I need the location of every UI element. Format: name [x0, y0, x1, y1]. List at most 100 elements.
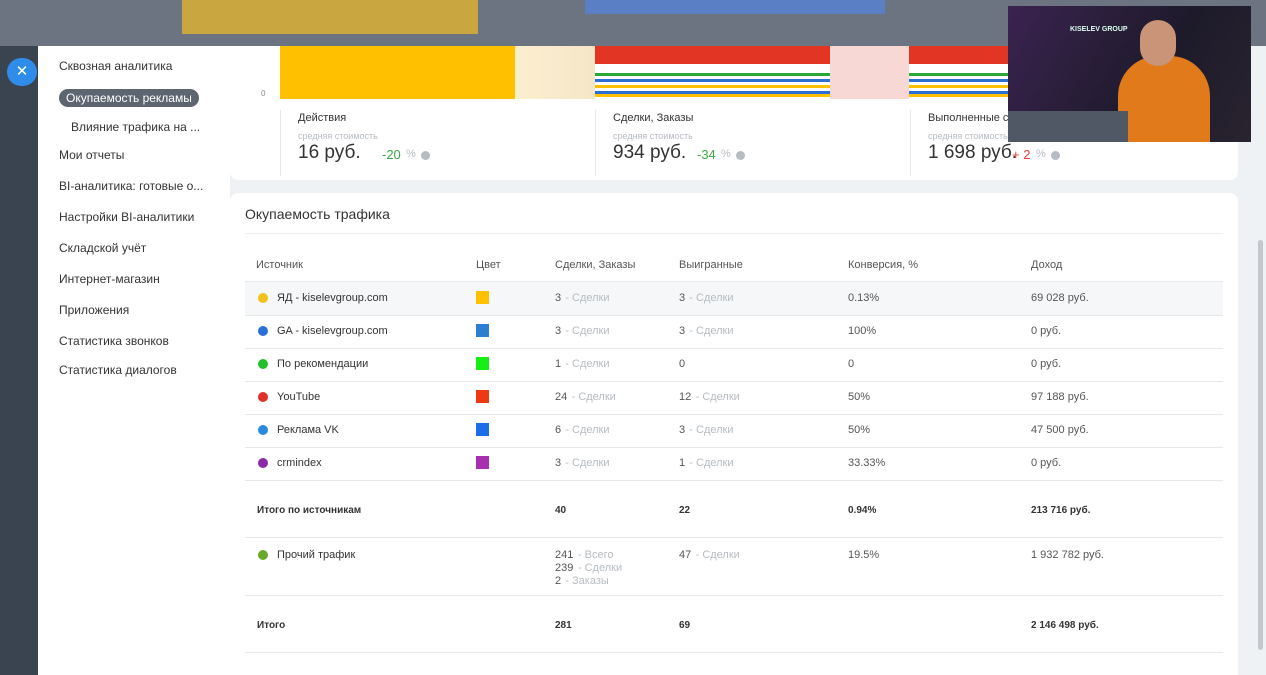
stat-divider [280, 110, 281, 176]
scrollbar [1258, 240, 1263, 650]
menu-item[interactable]: Мои отчеты [59, 148, 125, 162]
count-label: - Сделки [565, 358, 610, 370]
menu-item[interactable]: Влияние трафика на ... [71, 120, 201, 134]
total-cell: 2 146 498 руб. [1031, 620, 1099, 631]
stat-unit: % [406, 148, 416, 160]
count: 3 [679, 325, 686, 337]
webcam-logo: KISELEV GROUP [1070, 26, 1128, 33]
chart-stripe [909, 88, 1009, 91]
source-name[interactable]: YouTube [277, 391, 321, 403]
menu-item[interactable]: Настройки BI-аналитики [59, 210, 195, 224]
conversion: 19.5% [848, 549, 880, 561]
chart-stripe [595, 82, 830, 85]
conversion: 33.33% [848, 457, 886, 469]
desk [1008, 111, 1128, 142]
column-header[interactable]: Сделки, Заказы [555, 259, 636, 271]
income: 97 188 руб. [1031, 391, 1089, 403]
count: 24 [555, 391, 568, 403]
count: 2 [555, 575, 562, 587]
menu-item-active[interactable]: Окупаемость рекламы [59, 89, 199, 107]
count: 239 [555, 562, 574, 574]
menu-item[interactable]: Приложения [59, 303, 130, 317]
count: 6 [555, 424, 562, 436]
income: 47 500 руб. [1031, 424, 1089, 436]
column-header[interactable]: Конверсия, % [848, 259, 919, 271]
source-name[interactable]: GA - kiselevgroup.com [277, 325, 388, 337]
color-swatch [476, 324, 489, 337]
count: 1 [679, 457, 686, 469]
column-header[interactable]: Доход [1031, 259, 1063, 271]
menu-item[interactable]: BI-аналитика: готовые о... [59, 179, 204, 193]
stat-divider [910, 110, 911, 176]
count-label: - Сделки [565, 292, 610, 304]
menu-item[interactable]: Статистика звонков [59, 334, 169, 348]
total-cell: 281 [555, 620, 572, 631]
close-button[interactable]: ✕ [7, 58, 37, 86]
menu-item[interactable]: Интернет-магазин [59, 272, 160, 286]
count-label: - Сделки [689, 457, 734, 469]
stat-delta: + 2 [1012, 147, 1031, 162]
stat-delta: -34 [697, 147, 716, 162]
head [1140, 20, 1176, 66]
chart-stripe [595, 73, 830, 76]
chart-stripe [909, 70, 1009, 73]
count-label: - Сделки [577, 562, 623, 574]
title-divider [245, 233, 1223, 234]
count-label: - Сделки [695, 391, 740, 403]
source-name[interactable]: ЯД - kiselevgroup.com [277, 292, 388, 304]
source-icon [258, 326, 268, 336]
column-header[interactable]: Источник [256, 259, 303, 271]
source-name[interactable]: crmindex [277, 457, 322, 469]
row-divider [245, 537, 1223, 538]
column-header[interactable]: Цвет [476, 259, 501, 271]
row-divider [245, 315, 1223, 316]
chart-stripe [595, 85, 830, 88]
source-icon [258, 425, 268, 435]
total-cell: Итого [257, 620, 286, 631]
count-label: - Сделки [695, 549, 740, 561]
count: 241 [555, 549, 574, 561]
income: 0 руб. [1031, 358, 1062, 370]
stat-unit: % [1036, 148, 1046, 160]
conversion: 0.13% [848, 292, 880, 304]
column-header[interactable]: Выигранные [679, 259, 743, 271]
stat-title: Сделки, Заказы [613, 112, 694, 124]
color-swatch [476, 357, 489, 370]
source-name[interactable]: Прочий трафик [277, 549, 356, 561]
table-title: Окупаемость трафика [245, 206, 390, 222]
chart-stripe [595, 79, 830, 82]
menu-item[interactable]: Складской учёт [59, 241, 147, 255]
chart-stripe [909, 73, 1009, 76]
left-strip [0, 46, 38, 675]
chart-stripe [909, 76, 1009, 79]
count-label: - Сделки [565, 457, 610, 469]
row-divider [245, 652, 1223, 653]
row-divider [245, 595, 1223, 596]
row-divider [245, 281, 1223, 282]
count-label: - Сделки [689, 424, 734, 436]
chart-stripe [595, 88, 830, 91]
total-cell: 0.94% [848, 505, 877, 516]
chart-stripe [595, 76, 830, 79]
background-bar [585, 0, 885, 14]
income: 1 932 782 руб. [1031, 549, 1104, 561]
chart-stripe [909, 91, 1009, 94]
row-highlight [245, 282, 1223, 315]
color-swatch [476, 291, 489, 304]
stat-subtitle: средняя стоимость [613, 131, 693, 141]
stat-divider [595, 110, 596, 176]
count: 3 [555, 457, 562, 469]
stat-value: 1 698 руб. [928, 142, 1018, 163]
menu-item[interactable]: Статистика диалогов [59, 363, 177, 377]
conversion: 50% [848, 424, 871, 436]
row-divider [245, 414, 1223, 415]
menu-item[interactable]: Сквозная аналитика [59, 59, 173, 73]
source-icon [258, 293, 268, 303]
row-divider [245, 348, 1223, 349]
source-name[interactable]: По рекомендации [277, 358, 369, 370]
source-name[interactable]: Реклама VK [277, 424, 339, 436]
stat-delta: -20 [382, 147, 401, 162]
chart-bar [280, 46, 515, 99]
chart-stripe [909, 94, 1009, 97]
help-icon [1051, 151, 1060, 160]
